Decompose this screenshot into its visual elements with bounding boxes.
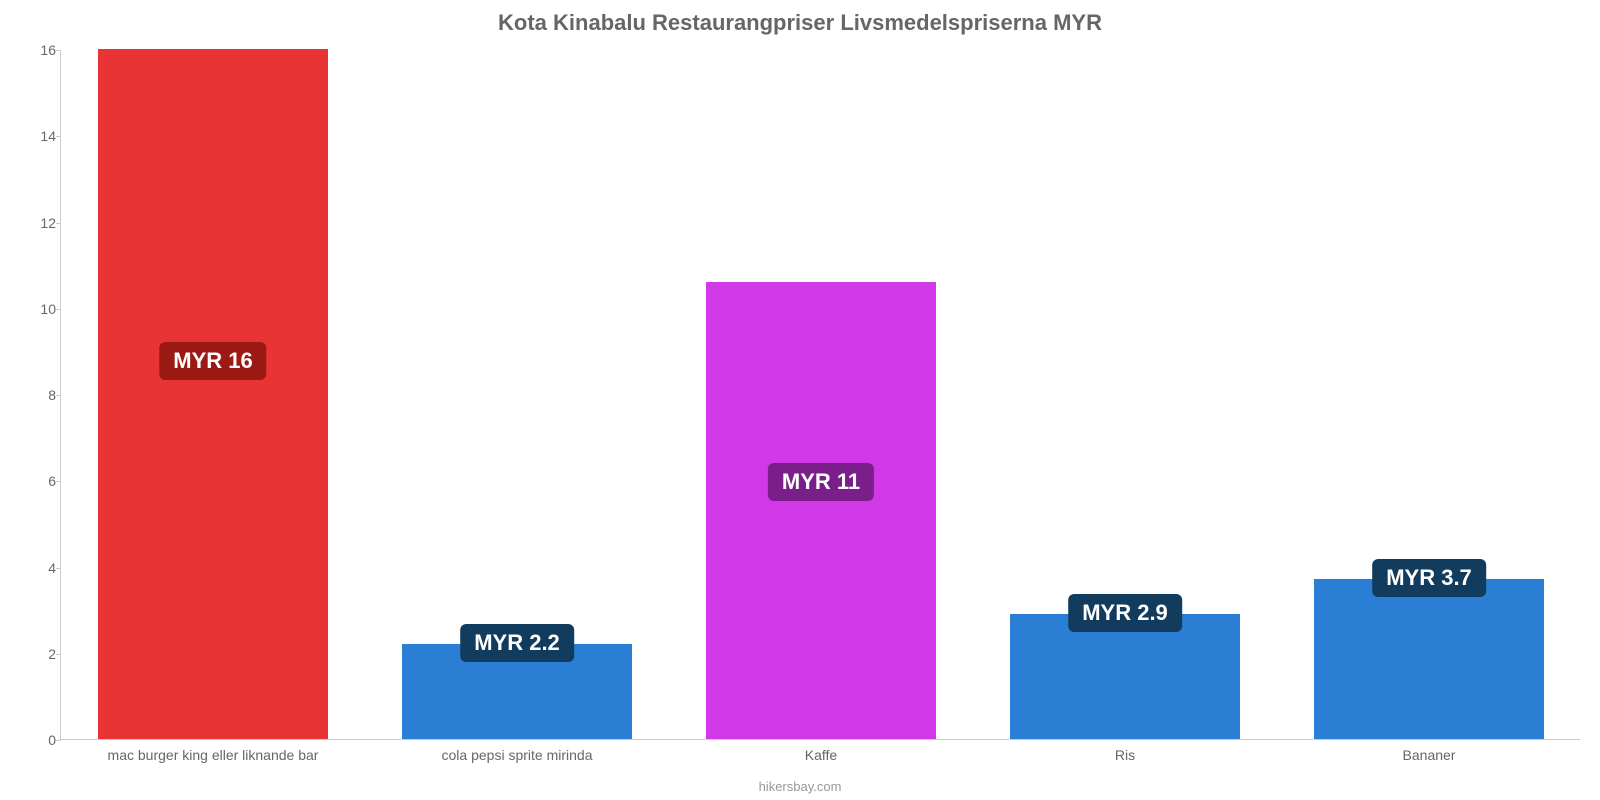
y-tick-mark [56,395,61,396]
y-tick-mark [56,223,61,224]
bar-value-label: MYR 3.7 [1372,559,1486,597]
y-tick-label: 0 [21,732,56,748]
y-tick-label: 4 [21,560,56,576]
chart-footer: hikersbay.com [0,779,1600,794]
y-tick-label: 16 [21,42,56,58]
y-tick-label: 8 [21,387,56,403]
x-category-label: cola pepsi sprite mirinda [442,747,593,763]
y-tick-mark [56,568,61,569]
y-tick-label: 2 [21,646,56,662]
x-category-label: Bananer [1403,747,1456,763]
bar-value-label: MYR 11 [768,463,874,501]
y-tick-mark [56,136,61,137]
y-tick-mark [56,309,61,310]
x-category-label: Kaffe [805,747,837,763]
y-tick-mark [56,740,61,741]
y-tick-label: 14 [21,128,56,144]
x-category-label: mac burger king eller liknande bar [108,747,319,763]
y-tick-label: 10 [21,301,56,317]
bar [98,49,328,739]
plot-area: 0246810121416MYR 16mac burger king eller… [60,50,1580,740]
x-category-label: Ris [1115,747,1135,763]
y-tick-label: 6 [21,473,56,489]
y-tick-mark [56,481,61,482]
bar-value-label: MYR 2.9 [1068,594,1182,632]
y-tick-label: 12 [21,215,56,231]
bar [1010,614,1240,739]
bar-value-label: MYR 2.2 [460,624,574,662]
chart-title: Kota Kinabalu Restaurangpriser Livsmedel… [0,10,1600,36]
bar [706,282,936,739]
y-tick-mark [56,654,61,655]
price-chart: Kota Kinabalu Restaurangpriser Livsmedel… [0,0,1600,800]
bar-value-label: MYR 16 [159,342,266,380]
bar [1314,579,1544,739]
y-tick-mark [56,50,61,51]
